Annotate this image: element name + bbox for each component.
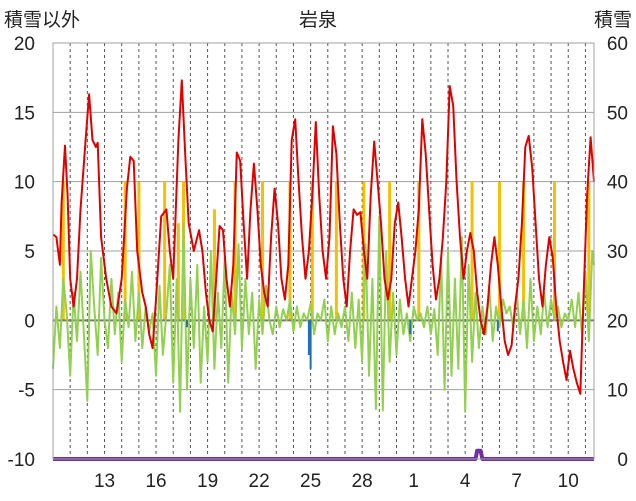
x-tick-label: 1 [408, 471, 419, 492]
x-tick-label: 4 [460, 471, 471, 492]
chart-marks [52, 79, 595, 461]
right-tick-label: 60 [607, 34, 628, 55]
x-axis: 13 16 19 22 25 28 1 4 7 10 [94, 471, 579, 492]
left-tick-label: 0 [24, 311, 35, 332]
right-tick-label: 30 [607, 242, 628, 263]
left-tick-label: 15 [14, 103, 35, 124]
right-tick-label: 0 [617, 450, 628, 471]
left-axis: 20 15 10 5 0 -5 -10 [8, 34, 35, 471]
x-tick-label: 22 [249, 471, 270, 492]
right-tick-label: 10 [607, 381, 628, 402]
right-tick-label: 50 [607, 103, 628, 124]
x-tick-label: 13 [94, 471, 115, 492]
chart-title: 岩泉 [299, 9, 337, 31]
plot-area [52, 42, 595, 460]
right-axis: 60 50 40 30 20 10 0 [607, 34, 628, 471]
x-tick-label: 19 [197, 471, 218, 492]
temperature-line [52, 79, 595, 395]
snow-depth-line [53, 448, 594, 461]
x-tick-label: 7 [511, 471, 522, 492]
left-tick-label: 5 [24, 242, 35, 263]
left-tick-label: -5 [18, 381, 35, 402]
x-tick-label: 28 [352, 471, 373, 492]
left-axis-label: 積雪以外 [4, 9, 80, 31]
x-tick-label: 16 [145, 471, 166, 492]
wind-change-line [52, 215, 595, 413]
right-axis-label: 積雪 [594, 9, 632, 31]
left-tick-label: 20 [14, 34, 35, 55]
x-tick-label: 25 [300, 471, 321, 492]
left-tick-label: -10 [8, 450, 35, 471]
right-tick-label: 40 [607, 173, 628, 194]
x-tick-label: 10 [558, 471, 579, 492]
right-tick-label: 20 [607, 311, 628, 332]
left-tick-label: 10 [14, 173, 35, 194]
